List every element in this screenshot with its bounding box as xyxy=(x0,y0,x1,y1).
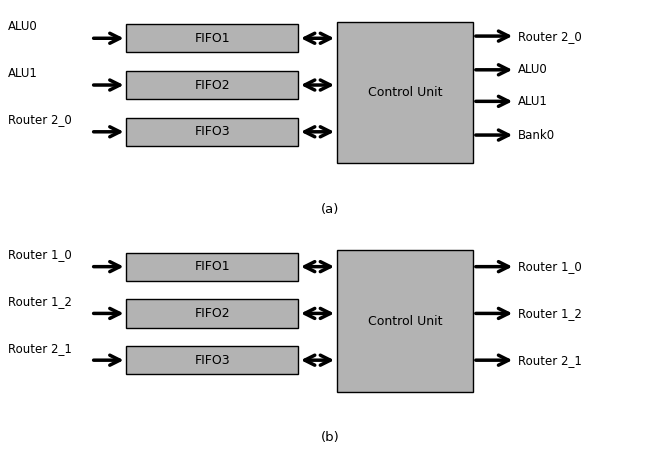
Text: (a): (a) xyxy=(321,202,340,216)
Text: ALU0: ALU0 xyxy=(8,20,38,33)
Text: FIFO2: FIFO2 xyxy=(194,79,230,91)
Text: FIFO3: FIFO3 xyxy=(194,125,230,138)
Text: ALU1: ALU1 xyxy=(8,66,38,80)
Bar xyxy=(126,299,298,328)
Text: Router 2_1: Router 2_1 xyxy=(8,342,72,355)
Bar xyxy=(337,22,473,163)
Bar xyxy=(126,253,298,281)
Text: (b): (b) xyxy=(321,431,340,444)
Text: FIFO1: FIFO1 xyxy=(194,260,230,273)
Text: Router 1_2: Router 1_2 xyxy=(518,307,582,320)
Text: ALU0: ALU0 xyxy=(518,63,548,76)
Text: ALU1: ALU1 xyxy=(518,95,548,108)
Text: FIFO2: FIFO2 xyxy=(194,307,230,320)
Text: Bank0: Bank0 xyxy=(518,129,555,142)
Bar xyxy=(126,346,298,374)
Bar xyxy=(337,250,473,392)
Text: FIFO3: FIFO3 xyxy=(194,354,230,367)
Bar xyxy=(126,71,298,99)
Text: Router 1_0: Router 1_0 xyxy=(8,248,71,261)
Text: Router 1_0: Router 1_0 xyxy=(518,260,582,273)
Text: FIFO1: FIFO1 xyxy=(194,32,230,45)
Text: Router 2_0: Router 2_0 xyxy=(8,113,71,126)
Text: Router 1_2: Router 1_2 xyxy=(8,295,72,308)
Text: Control Unit: Control Unit xyxy=(368,314,442,328)
Text: Router 2_0: Router 2_0 xyxy=(518,30,582,43)
Text: Control Unit: Control Unit xyxy=(368,86,442,99)
Bar xyxy=(126,118,298,146)
Bar xyxy=(126,24,298,52)
Text: Router 2_1: Router 2_1 xyxy=(518,354,582,367)
